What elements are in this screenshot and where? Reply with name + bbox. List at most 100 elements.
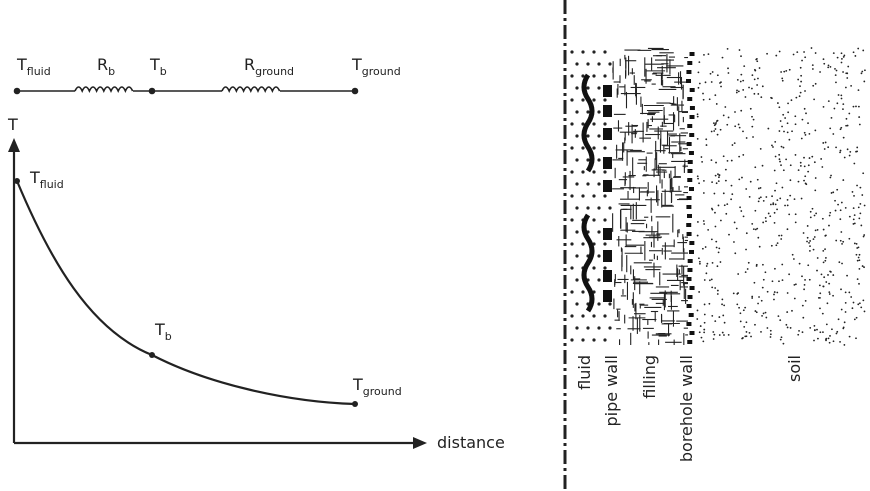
texture-mark	[789, 179, 792, 182]
texture-mark	[809, 326, 812, 329]
texture-mark	[570, 146, 574, 150]
texture-mark	[581, 314, 585, 318]
texture-mark	[835, 239, 838, 242]
texture-mark	[575, 182, 579, 186]
texture-mark	[844, 86, 847, 89]
texture-mark	[805, 112, 807, 115]
layer-label: soil	[785, 355, 804, 382]
texture-mark	[749, 107, 752, 110]
texture-mark	[857, 105, 860, 108]
texture-mark	[597, 326, 601, 330]
texture-mark	[603, 290, 612, 302]
texture-mark	[687, 169, 693, 173]
texture-mark	[731, 144, 734, 146]
texture-mark	[603, 146, 607, 150]
texture-mark	[801, 331, 804, 334]
texture-mark	[824, 234, 827, 237]
texture-mark	[581, 122, 585, 126]
texture-mark	[846, 124, 849, 127]
texture-mark	[701, 247, 704, 250]
graph-axes	[8, 138, 427, 449]
texture-mark	[832, 340, 835, 343]
texture-mark	[807, 170, 810, 173]
texture-mark	[757, 77, 759, 80]
texture-mark	[815, 212, 818, 215]
texture-mark	[832, 52, 835, 55]
texture-mark	[751, 74, 754, 77]
texture-mark	[744, 96, 747, 98]
layer-label: pipe wall	[602, 355, 621, 426]
texture-mark	[798, 329, 800, 332]
texture-mark	[840, 94, 843, 97]
texture-mark	[781, 263, 784, 266]
texture-mark	[570, 50, 574, 54]
texture-mark	[828, 293, 831, 295]
texture-mark	[800, 197, 803, 200]
texture-mark	[766, 327, 769, 329]
texture-mark	[842, 240, 845, 243]
texture-mark	[739, 320, 742, 323]
texture-mark	[855, 105, 857, 108]
texture-mark	[592, 50, 596, 54]
texture-mark	[814, 129, 817, 132]
texture-mark	[603, 85, 612, 97]
texture-mark	[786, 122, 789, 125]
texture-mark	[836, 330, 839, 333]
texture-mark	[760, 299, 763, 302]
texture-mark	[855, 316, 858, 319]
texture-mark	[772, 146, 774, 148]
texture-mark	[807, 122, 809, 125]
texture-mark	[575, 278, 579, 282]
node-label: Tfluid	[16, 55, 51, 78]
texture-mark	[608, 302, 612, 306]
texture-mark	[808, 278, 811, 281]
texture-mark	[750, 335, 752, 338]
texture-mark	[581, 50, 585, 54]
texture-mark	[751, 295, 754, 298]
texture-mark	[845, 117, 848, 120]
texture-mark	[592, 74, 596, 78]
texture-mark	[827, 100, 830, 103]
texture-mark	[689, 286, 695, 290]
texture-mark	[714, 320, 717, 322]
texture-mark	[734, 111, 736, 113]
texture-mark	[581, 290, 585, 294]
texture-mark	[775, 182, 778, 185]
texture-mark	[777, 102, 779, 104]
texture-mark	[864, 69, 866, 72]
texture-mark	[846, 274, 848, 277]
texture-mark	[793, 198, 796, 201]
texture-mark	[735, 227, 738, 230]
texture-mark	[826, 302, 829, 305]
texture-mark	[597, 206, 601, 210]
texture-mark	[710, 238, 713, 241]
texture-mark	[737, 273, 740, 275]
texture-mark	[780, 71, 783, 73]
texture-mark	[794, 283, 797, 286]
texture-mark	[597, 86, 601, 90]
texture-mark	[738, 306, 740, 309]
texture-mark	[799, 66, 802, 69]
texture-mark	[597, 254, 601, 258]
texture-mark	[719, 261, 722, 263]
texture-mark	[575, 230, 579, 234]
texture-mark	[704, 246, 707, 248]
texture-mark	[827, 146, 830, 149]
texture-mark	[762, 312, 765, 315]
texture-mark	[757, 187, 760, 190]
texture-mark	[723, 304, 726, 307]
texture-mark	[829, 127, 832, 130]
texture-mark	[858, 267, 861, 270]
texture-mark	[820, 158, 823, 160]
texture-mark	[803, 179, 805, 182]
texture-mark	[863, 310, 866, 313]
texture-mark	[758, 296, 760, 298]
section-texture	[570, 47, 866, 346]
texture-mark	[740, 73, 743, 76]
texture-mark	[575, 86, 579, 90]
texture-mark	[742, 79, 745, 82]
texture-mark	[786, 311, 789, 313]
texture-mark	[748, 195, 751, 198]
texture-mark	[751, 223, 754, 225]
texture-mark	[689, 133, 695, 137]
